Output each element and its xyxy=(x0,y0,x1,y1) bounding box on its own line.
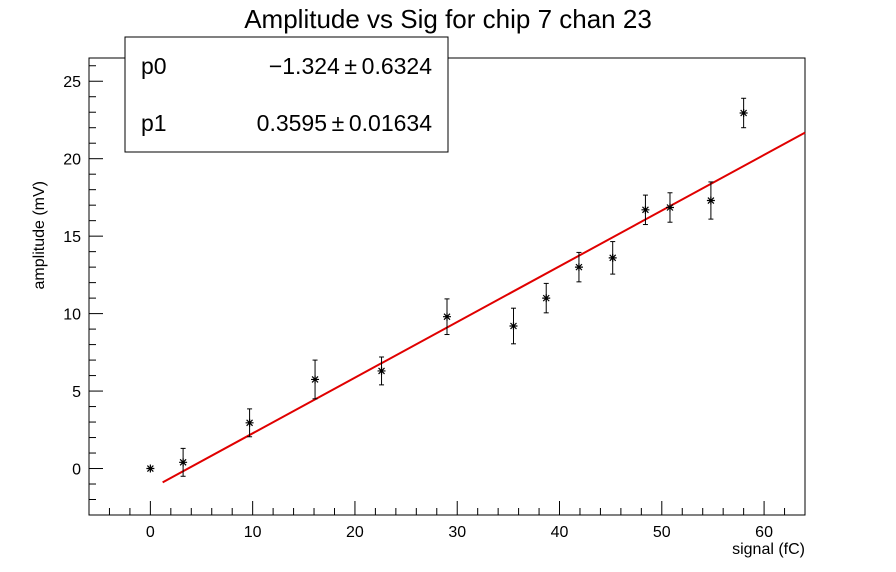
stats-p1-name: p1 xyxy=(141,110,167,136)
data-point xyxy=(665,192,674,223)
data-point xyxy=(608,241,617,275)
star-marker xyxy=(542,294,551,303)
data-point xyxy=(311,359,320,400)
data-point xyxy=(377,356,386,386)
star-marker xyxy=(574,263,583,272)
y-tick-label: 0 xyxy=(72,462,81,479)
star-marker xyxy=(179,458,188,467)
star-marker xyxy=(377,366,386,375)
x-axis: 0 10 20 30 40 50 60 xyxy=(88,501,806,541)
x-tick-label: 10 xyxy=(244,524,262,541)
fit-line xyxy=(162,131,806,484)
chart-title: Amplitude vs Sig for chip 7 chan 23 xyxy=(244,4,652,34)
x-tick-label: 50 xyxy=(653,524,671,541)
x-tick-label: 20 xyxy=(346,524,364,541)
star-marker xyxy=(706,196,715,205)
data-point xyxy=(179,447,188,477)
fit-stats-box: p0 −1.324 ± 0.6324 p1 0.3595 ± 0.01634 xyxy=(124,36,449,153)
star-marker xyxy=(311,375,320,384)
y-tick-label: 20 xyxy=(63,152,81,169)
data-point xyxy=(245,408,254,438)
star-marker xyxy=(739,108,748,117)
data-point xyxy=(739,97,748,129)
star-marker xyxy=(245,418,254,427)
star-marker xyxy=(665,203,674,212)
y-tick-label: 25 xyxy=(63,74,81,91)
x-tick-label: 30 xyxy=(448,524,466,541)
data-point xyxy=(574,251,583,283)
y-axis: 0 5 10 15 20 25 xyxy=(63,65,103,516)
star-marker xyxy=(641,205,650,214)
y-tick-label: 10 xyxy=(63,307,81,324)
data-point xyxy=(509,307,518,345)
star-marker xyxy=(608,253,617,262)
x-tick-label: 40 xyxy=(551,524,569,541)
y-axis-label: amplitude (mV) xyxy=(31,181,48,289)
star-marker xyxy=(146,464,155,473)
data-point xyxy=(443,298,451,336)
star-marker xyxy=(509,322,518,331)
fit-layer xyxy=(162,131,806,484)
star-marker xyxy=(443,312,451,321)
y-tick-label: 5 xyxy=(72,384,81,401)
data-point xyxy=(146,464,155,473)
stats-p0-name: p0 xyxy=(141,53,167,79)
stats-p1-value: 0.3595 ± 0.01634 xyxy=(257,110,433,136)
stats-box-frame xyxy=(124,36,449,153)
stats-p0-value: −1.324 ± 0.6324 xyxy=(269,53,432,79)
data-point xyxy=(542,282,551,314)
x-tick-label: 0 xyxy=(146,524,155,541)
points-layer xyxy=(146,97,748,477)
x-tick-label: 60 xyxy=(755,524,773,541)
y-tick-label: 15 xyxy=(63,229,81,246)
data-point xyxy=(706,181,715,220)
x-axis-label: signal (fC) xyxy=(732,541,805,558)
data-point xyxy=(641,194,650,226)
